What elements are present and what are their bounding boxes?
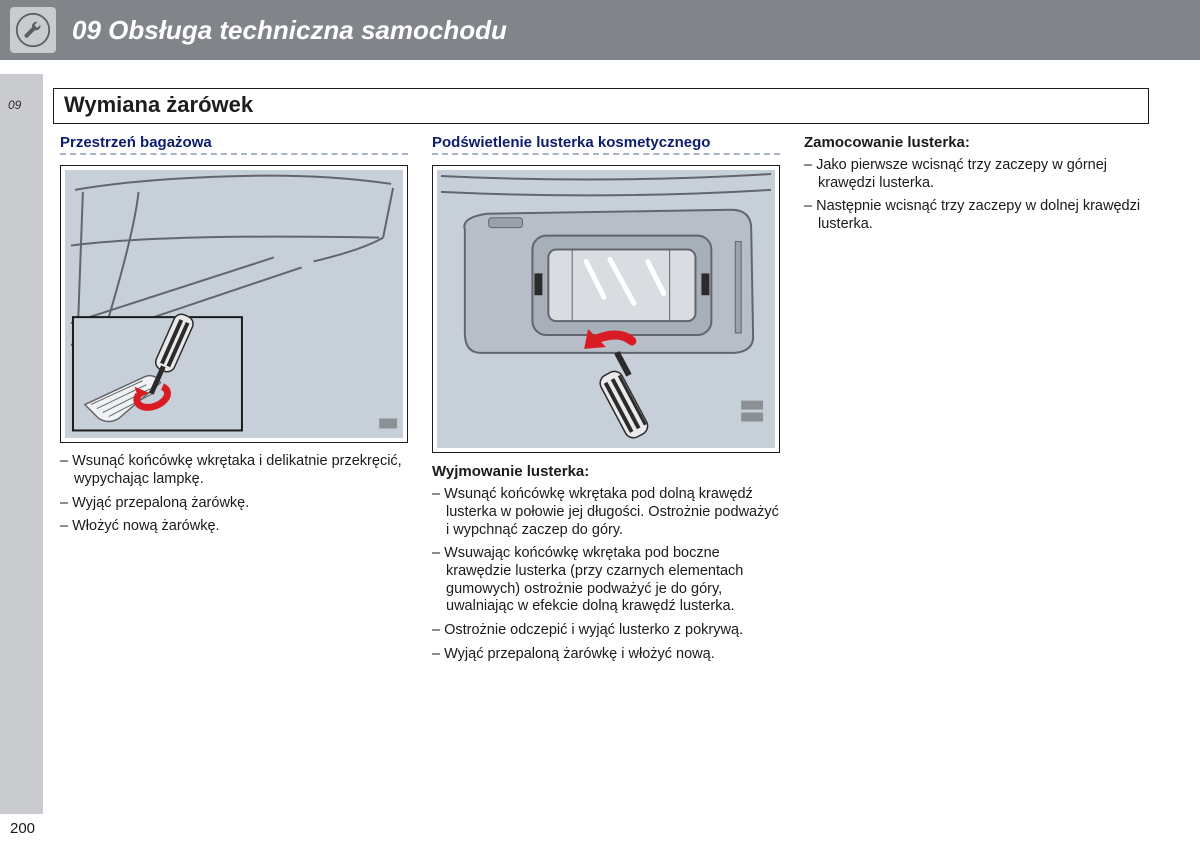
- right-subheading: Zamocowanie lusterka:: [804, 134, 1152, 151]
- list-item: Wyjąć przepaloną żarówkę i włożyć nową.: [432, 646, 780, 664]
- page-number: 200: [10, 820, 35, 837]
- chapter-header: 09 Obsługa techniczna samochodu: [0, 0, 1200, 60]
- chapter-title: 09 Obsługa techniczna samochodu: [72, 15, 507, 46]
- section-title: Wymiana żarówek: [64, 92, 1138, 118]
- list-item: Następnie wcisnąć trzy zaczepy w dolnej …: [804, 198, 1152, 233]
- list-item: Wsuwając końcówkę wkrętaka pod boczne kr…: [432, 545, 780, 616]
- left-steps-list: Wsunąć końcówkę wkrętaka i delikatnie pr…: [60, 453, 408, 536]
- middle-figure: [432, 165, 780, 453]
- left-heading: Przestrzeń bagażowa: [60, 134, 408, 155]
- column-right: Zamocowanie lusterka: Jako pierwsze wcis…: [804, 134, 1152, 670]
- list-item: Włożyć nową żarówkę.: [60, 518, 408, 536]
- list-item: Ostrożnie odczepić i wyjąć lusterko z po…: [432, 622, 780, 640]
- left-gutter: [0, 74, 43, 814]
- middle-subheading: Wyjmowanie lusterka:: [432, 463, 780, 480]
- right-steps-list: Jako pierwsze wcisnąć trzy zaczepy w gór…: [804, 157, 1152, 234]
- list-item: Wyjąć przepaloną żarówkę.: [60, 495, 408, 513]
- list-item: Wsunąć końcówkę wkrętaka i delikatnie pr…: [60, 453, 408, 488]
- list-item: Jako pierwsze wcisnąć trzy zaczepy w gór…: [804, 157, 1152, 192]
- list-item: Wsunąć końcówkę wkrętaka pod dolną krawę…: [432, 486, 780, 539]
- section-heading-bar: Wymiana żarówek: [53, 88, 1149, 124]
- column-middle: Podświetlenie lusterka kosmetycznego: [432, 134, 780, 670]
- left-figure: [60, 165, 408, 443]
- middle-steps-list: Wsunąć końcówkę wkrętaka pod dolną krawę…: [432, 486, 780, 663]
- wrench-icon: [10, 7, 56, 53]
- middle-heading: Podświetlenie lusterka kosmetycznego: [432, 134, 780, 155]
- chapter-number-tab: 09: [8, 98, 21, 112]
- content-columns: Przestrzeń bagażowa: [60, 134, 1152, 670]
- column-left: Przestrzeń bagażowa: [60, 134, 408, 670]
